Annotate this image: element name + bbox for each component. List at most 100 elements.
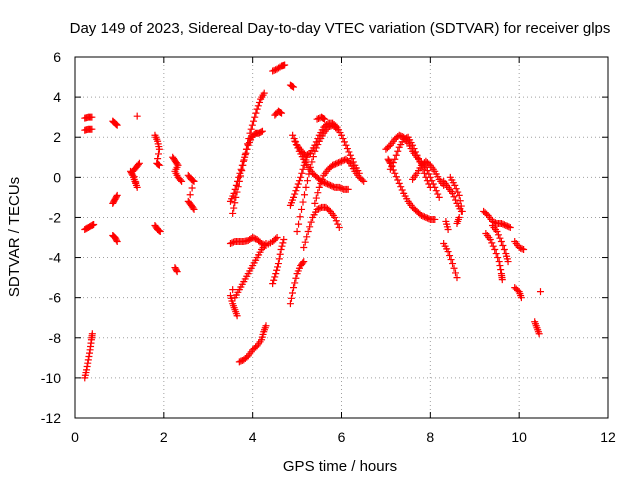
data-point	[238, 167, 246, 175]
y-axis-label: SDTVAR / TECUs	[6, 177, 23, 297]
data-point	[286, 300, 294, 308]
data-point	[113, 121, 121, 129]
data-point	[155, 161, 163, 169]
data-point	[113, 191, 121, 199]
data-point	[290, 284, 298, 292]
data-point	[291, 190, 299, 198]
data-point	[279, 239, 287, 247]
data-point	[499, 242, 507, 250]
data-points	[81, 61, 544, 382]
data-point	[331, 213, 339, 221]
data-point	[452, 196, 460, 204]
data-point	[290, 135, 298, 143]
data-point	[456, 197, 464, 205]
data-point	[391, 169, 399, 177]
series-sat-24	[286, 81, 298, 91]
data-point	[434, 190, 442, 198]
data-point	[499, 220, 507, 228]
data-point	[273, 234, 281, 241]
data-point	[155, 227, 163, 235]
series-sat-28	[289, 119, 363, 177]
series-sat-11	[151, 221, 164, 235]
data-point	[299, 198, 307, 206]
data-point	[133, 183, 141, 191]
chart-title: Day 149 of 2023, Sidereal Day-to-day VTE…	[70, 20, 611, 37]
data-point	[270, 276, 278, 284]
data-point	[414, 155, 422, 163]
data-point	[232, 193, 240, 201]
data-point	[112, 193, 120, 201]
data-point	[241, 151, 249, 159]
data-point	[240, 156, 248, 164]
data-point	[314, 189, 322, 197]
data-point	[340, 138, 348, 146]
data-point	[317, 179, 325, 187]
data-point	[419, 212, 427, 220]
data-point	[308, 158, 316, 166]
data-point	[520, 246, 528, 254]
data-point	[134, 161, 142, 169]
data-point	[248, 121, 256, 129]
data-point	[245, 135, 253, 143]
series-sat-19	[231, 240, 270, 302]
data-point	[262, 322, 270, 330]
data-point	[410, 145, 418, 153]
data-point	[409, 141, 417, 149]
data-point	[325, 206, 333, 214]
data-point	[301, 238, 309, 246]
data-point	[155, 161, 163, 169]
data-point	[270, 66, 278, 74]
data-point	[237, 357, 245, 365]
data-point	[422, 173, 430, 181]
data-point	[189, 204, 197, 212]
data-point	[444, 248, 452, 256]
data-point	[453, 219, 461, 227]
data-point	[335, 223, 343, 231]
data-point	[360, 177, 368, 185]
data-point	[483, 210, 491, 218]
data-point	[298, 169, 306, 177]
data-point	[506, 223, 514, 231]
data-point	[328, 182, 336, 190]
series-sat-08	[127, 159, 143, 191]
data-point	[304, 227, 312, 235]
data-point	[432, 187, 440, 195]
data-point	[272, 235, 280, 243]
data-point	[330, 161, 338, 169]
data-point	[503, 222, 511, 230]
data-point	[252, 343, 260, 351]
data-point	[431, 215, 439, 223]
series-sat-32	[313, 113, 329, 123]
series-sat-23	[269, 236, 288, 288]
data-point	[312, 194, 320, 202]
data-point	[281, 61, 289, 69]
data-point	[154, 160, 162, 168]
data-point	[389, 159, 397, 167]
data-point	[329, 183, 337, 191]
series-sat-18	[226, 286, 241, 320]
data-point	[300, 258, 308, 266]
data-point	[515, 244, 523, 252]
series-sat-41	[480, 207, 514, 231]
data-point	[290, 193, 298, 201]
x-tick-label: 4	[249, 429, 257, 445]
series-sat-13	[171, 264, 181, 276]
data-point	[246, 129, 254, 137]
data-point	[229, 286, 237, 294]
data-point	[239, 161, 247, 169]
data-point	[307, 218, 315, 226]
data-point	[291, 279, 299, 287]
series-sat-43	[489, 221, 512, 266]
grid-lines	[75, 57, 608, 418]
data-point	[288, 289, 296, 297]
data-point	[496, 234, 504, 242]
data-point	[320, 115, 328, 123]
data-point	[230, 204, 238, 212]
data-point	[252, 109, 260, 117]
data-point	[277, 108, 285, 116]
data-point	[287, 294, 295, 302]
data-point	[335, 159, 343, 167]
data-point	[311, 147, 319, 155]
data-point	[135, 159, 143, 167]
data-point	[425, 160, 433, 168]
